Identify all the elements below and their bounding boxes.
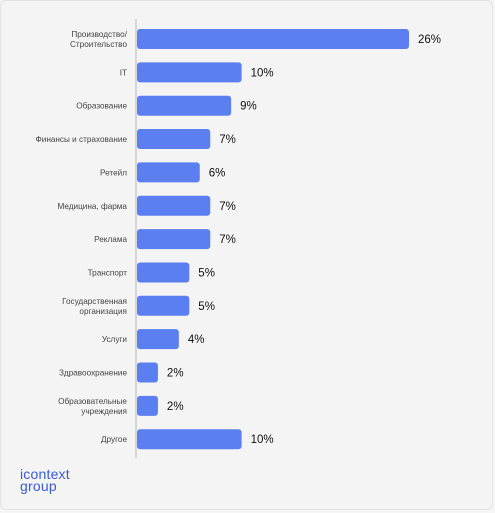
category-label: Транспорт: [88, 268, 128, 277]
value-label: 10%: [251, 434, 274, 446]
category-label: Медицина, фарма: [57, 202, 127, 211]
bar: [137, 229, 211, 250]
bar: [137, 395, 158, 416]
value-label: 4%: [188, 334, 205, 346]
category-label: Другое: [101, 435, 127, 444]
value-label: 9%: [240, 101, 257, 113]
bar: [137, 29, 409, 49]
bar: [137, 362, 158, 383]
category-label: IT: [120, 68, 127, 77]
value-label: 5%: [198, 301, 215, 313]
bar: [137, 329, 179, 350]
value-label: 7%: [219, 234, 236, 246]
bar: [137, 162, 200, 183]
value-label: 5%: [198, 267, 215, 279]
bar: [137, 195, 211, 216]
category-label: Услуги: [102, 335, 127, 344]
logo-line-1: icontext: [20, 466, 70, 482]
category-label: Здравоохранение: [59, 369, 127, 378]
value-label: 2%: [167, 401, 184, 413]
category-label: Образование: [76, 102, 127, 111]
category-label: Финансы и страхование: [36, 135, 128, 144]
value-label: 2%: [167, 368, 184, 380]
bar: [137, 429, 242, 450]
category-label: Производство/Строительство: [70, 30, 128, 49]
value-label: 7%: [219, 201, 236, 213]
value-label: 6%: [209, 167, 226, 179]
bar: [137, 95, 232, 116]
category-label: Образовательные учреждения: [58, 397, 127, 416]
value-label: 10%: [251, 67, 274, 79]
category-label: Реклама: [94, 235, 127, 244]
value-label: 7%: [219, 134, 236, 146]
bar: [137, 295, 190, 316]
icontext-group-logo: icontext group: [20, 466, 70, 494]
logo-line-2: group: [20, 478, 57, 494]
bar: [137, 62, 242, 83]
bar: [137, 129, 211, 150]
category-label: Ретейл: [100, 168, 127, 177]
bar: [137, 262, 190, 283]
value-label: 26%: [418, 34, 441, 46]
category-label: Государственная организация: [62, 297, 127, 316]
